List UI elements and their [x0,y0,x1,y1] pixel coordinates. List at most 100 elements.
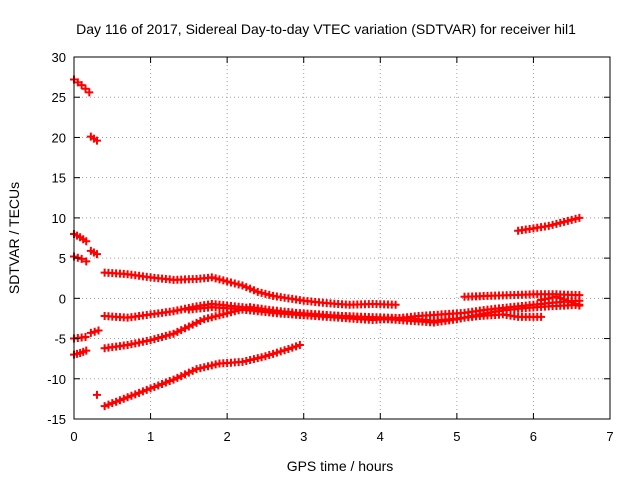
x-tick-label: 5 [453,429,460,444]
data-point-marker [563,296,572,305]
data-point-marker [92,390,101,399]
y-tick-label: -5 [54,332,66,347]
data-point-marker [142,385,151,394]
data-point-marker [575,301,584,310]
data-point-marker [242,283,251,292]
y-tick-label: -15 [47,412,66,427]
data-point-marker [86,328,95,337]
data-point-marker [82,257,91,266]
data-point-marker [230,279,239,288]
data-point-marker [556,218,565,227]
data-point-marker [215,311,224,320]
series-track-q [537,292,584,310]
data-point-marker [280,346,289,355]
data-point-marker [165,330,174,339]
data-point-marker [146,384,155,393]
data-point-marker [81,332,90,341]
series-track-m [100,340,304,411]
data-point-marker [288,343,297,352]
data-point-marker [226,278,235,287]
data-point-marker [567,215,576,224]
data-point-marker [575,291,584,300]
x-axis-label: GPS time / hours [287,458,394,474]
data-point-marker [123,393,132,402]
y-tick-label: 20 [52,130,66,145]
data-point-marker [292,342,301,351]
data-point-marker [563,216,572,225]
data-point-marker [181,370,190,379]
chart-title: Day 116 of 2017, Sidereal Day-to-day VTE… [76,21,576,37]
data-point-marker [261,289,270,298]
data-point-marker [556,294,565,303]
data-point-marker [169,375,178,384]
data-point-marker [219,276,228,285]
data-layer [70,75,584,411]
data-point-marker [276,347,285,356]
x-tick-label: 2 [224,429,231,444]
data-point-marker [571,299,580,308]
data-point-marker [90,327,99,336]
data-point-marker [112,397,121,406]
series-track-j [100,268,400,309]
data-point-marker [161,378,170,387]
data-point-marker [223,277,232,286]
series-track-g [70,346,91,359]
data-point-marker [215,275,224,284]
data-point-marker [552,219,561,228]
series-track-f [70,332,90,343]
y-tick-label: -10 [47,372,66,387]
data-point-marker [295,340,304,349]
data-point-marker [115,396,124,405]
tick-layer: 0 1 2 3 4 5 6 7 -15 -10 -5 0 5 10 15 20 25 30 [47,50,613,444]
data-point-marker [265,290,274,299]
data-point-marker [246,284,255,293]
data-point-marker [85,88,94,97]
data-point-marker [257,288,266,297]
data-point-marker [158,380,167,389]
x-tick-label: 0 [70,429,77,444]
data-point-marker [207,313,216,322]
x-tick-label: 7 [606,429,613,444]
data-point-marker [108,399,117,408]
data-point-marker [94,326,103,335]
series-track-b [86,132,101,145]
series-track-d [70,252,91,266]
data-point-marker [272,348,281,357]
y-tick-label: 0 [59,291,66,306]
y-tick-label: 10 [52,211,66,226]
data-point-marker [82,346,91,355]
data-point-marker [150,335,159,344]
x-tick-label: 3 [300,429,307,444]
x-tick-label: 6 [530,429,537,444]
plot-frame [73,56,611,420]
data-point-marker [544,221,553,230]
data-point-marker [161,331,170,340]
series-track-n [184,296,584,325]
data-point-marker [265,351,274,360]
data-point-marker [92,136,101,145]
data-point-marker [249,286,258,295]
data-point-marker [165,377,174,386]
data-point-marker [560,217,569,226]
data-point-marker [253,287,262,296]
data-point-marker [184,368,193,377]
x-tick-label: 4 [377,429,384,444]
series-track-e [86,246,101,259]
data-point-marker [173,373,182,382]
series-track-p [514,213,584,235]
data-point-marker [104,400,113,409]
data-point-marker [100,402,109,411]
series-track-a [70,75,94,97]
data-point-marker [135,388,144,397]
data-point-marker [77,254,86,263]
series-track-h [86,326,103,337]
data-point-marker [150,382,159,391]
data-point-marker [211,312,220,321]
data-point-marker [560,295,569,304]
series-track-c [70,229,91,246]
data-point-marker [567,298,576,307]
series-track-i [92,390,101,399]
y-axis-label: SDTVAR / TECUs [6,182,22,294]
y-tick-label: 15 [52,171,66,186]
